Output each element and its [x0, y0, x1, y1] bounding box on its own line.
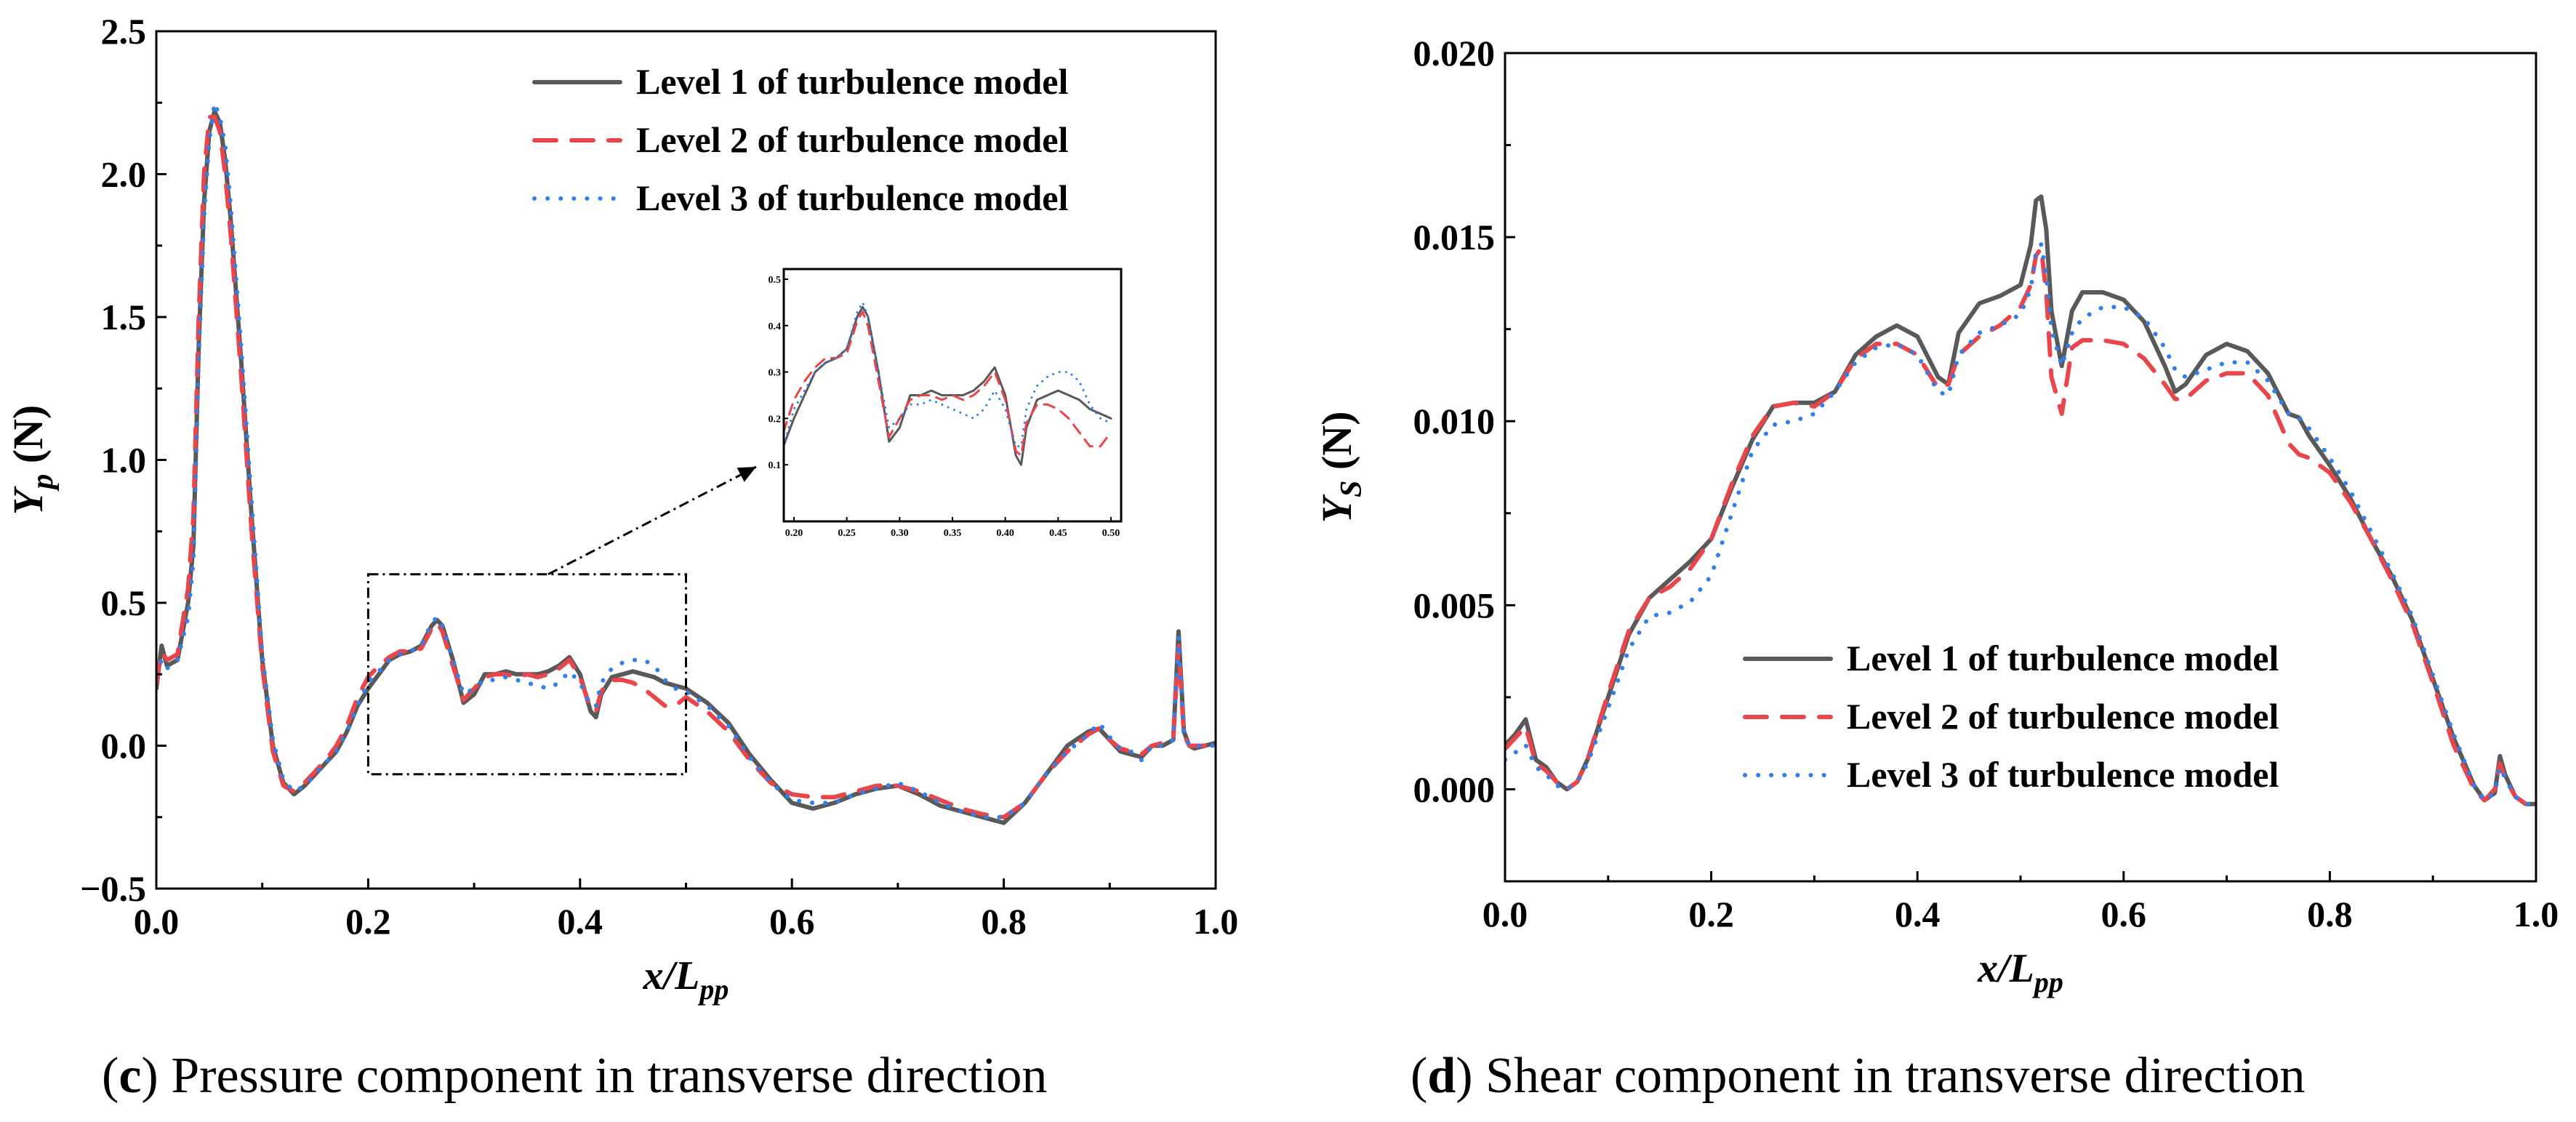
x-tick-label-c-3: 0.6	[769, 901, 815, 942]
x-tick-label-d-1: 0.2	[1688, 894, 1734, 934]
x-tick-label-d-5: 1.0	[2513, 894, 2559, 934]
inset-y-tick-label-2: 0.3	[769, 368, 782, 379]
y-tick-label-d-3: 0.015	[1413, 217, 1496, 257]
chart-c: 0.0 0.2 0.4 0.6 0.8 1.0−0.50.00.51.01.52.02.5…	[4, 11, 1238, 1006]
legend-d: Level 1 of turbulence model Level 2 of tu…	[1743, 638, 2279, 795]
y-tick-label-c-4: 1.5	[101, 297, 147, 337]
y-tick-label-d-2: 0.010	[1413, 401, 1496, 441]
x-axis-label-c: x/Lpp	[643, 953, 729, 1006]
x-tick-label-c-0: 0.0	[134, 901, 180, 942]
legend-label-d-2: Level 2 of turbulence model	[1847, 696, 2279, 737]
x-tick-label-c-2: 0.4	[558, 901, 603, 942]
y-tick-label-c-2: 0.5	[101, 582, 147, 623]
inset-x-tick-label-3: 0.35	[944, 528, 962, 539]
y-axis-label-d: YS (N)	[1313, 412, 1368, 524]
x-tick-label-c-5: 1.0	[1193, 901, 1239, 942]
inset-series-line-1	[784, 305, 1112, 466]
legend-c: Level 1 of turbulence model Level 2 of tu…	[532, 61, 1068, 218]
y-tick-label-c-0: −0.5	[80, 868, 146, 909]
x-tick-label-d-3: 0.6	[2101, 894, 2147, 934]
zoom-arrow-head	[737, 467, 756, 482]
series-line-d-3	[1505, 242, 2536, 806]
inset-x-tick-label-4: 0.40	[996, 528, 1014, 539]
inset-x-tick-label-6: 0.50	[1102, 528, 1120, 539]
caption-c-text: Pressure component in transverse directi…	[158, 1048, 1048, 1104]
inset-x-tick-label-1: 0.25	[838, 528, 856, 539]
inset-x-tick-label-2: 0.30	[891, 528, 909, 539]
caption-d: (d) Shear component in transverse direct…	[1411, 1048, 2306, 1104]
inset-x-tick-label-5: 0.45	[1049, 528, 1067, 539]
y-tick-label-c-6: 2.5	[101, 11, 147, 52]
inset-chart: 0.20 0.25 0.30 0.35 0.40 0.45 0.50 0.1 0.2 0.3 0.4…	[769, 268, 1123, 539]
x-tick-label-c-4: 0.8	[981, 901, 1027, 942]
x-tick-label-d-2: 0.4	[1895, 894, 1941, 934]
inset-y-tick-label-0: 0.1	[769, 460, 782, 471]
series-group-d	[1505, 194, 2536, 806]
x-tick-label-d-4: 0.8	[2307, 894, 2353, 934]
x-tick-label-c-1: 0.2	[345, 901, 391, 942]
y-tick-label-d-4: 0.020	[1413, 33, 1496, 73]
caption-d-text: Shear component in transverse direction	[1472, 1048, 2306, 1104]
x-axis-label-d: x/Lpp	[1977, 946, 2063, 998]
legend-label-c-1: Level 1 of turbulence model	[636, 61, 1068, 102]
x-tick-label-d-0: 0.0	[1482, 894, 1528, 934]
series-line-c-3	[156, 100, 1216, 820]
caption-c-letter: c	[119, 1048, 142, 1104]
legend-label-c-2: Level 2 of turbulence model	[636, 119, 1068, 160]
legend-label-c-3: Level 3 of turbulence model	[636, 177, 1068, 218]
inset-x-tick-label-0: 0.20	[785, 528, 803, 539]
y-tick-label-d-0: 0.000	[1413, 769, 1496, 809]
inset-series-line-3	[784, 301, 1112, 448]
inset-series-line-2	[784, 310, 1112, 457]
y-tick-label-c-5: 2.0	[101, 154, 147, 195]
y-tick-label-d-1: 0.005	[1413, 585, 1496, 625]
y-tick-label-c-3: 1.0	[101, 440, 147, 481]
legend-label-d-1: Level 1 of turbulence model	[1847, 638, 2279, 678]
series-line-d-2	[1505, 246, 2536, 806]
series-group-c	[156, 100, 1216, 825]
zoom-region-box	[366, 573, 687, 776]
inset-y-tick-label-1: 0.2	[769, 414, 782, 425]
y-tick-label-c-1: 0.0	[101, 726, 147, 766]
inset-series-group	[784, 301, 1112, 466]
chart-d: 0.0 0.2 0.4 0.6 0.8 1.0 0.000 0.005 0.010 0.015 0.…	[1313, 33, 2559, 998]
caption-d-letter: d	[1427, 1048, 1456, 1104]
zoom-arrow-line	[547, 465, 757, 576]
inset-y-tick-label-3: 0.4	[769, 321, 782, 332]
caption-c: (c) Pressure component in transverse dir…	[102, 1048, 1048, 1104]
inset-y-tick-label-4: 0.5	[769, 275, 782, 286]
legend-label-d-3: Level 3 of turbulence model	[1847, 754, 2279, 795]
y-axis-label-c: Yp (N)	[4, 405, 60, 515]
